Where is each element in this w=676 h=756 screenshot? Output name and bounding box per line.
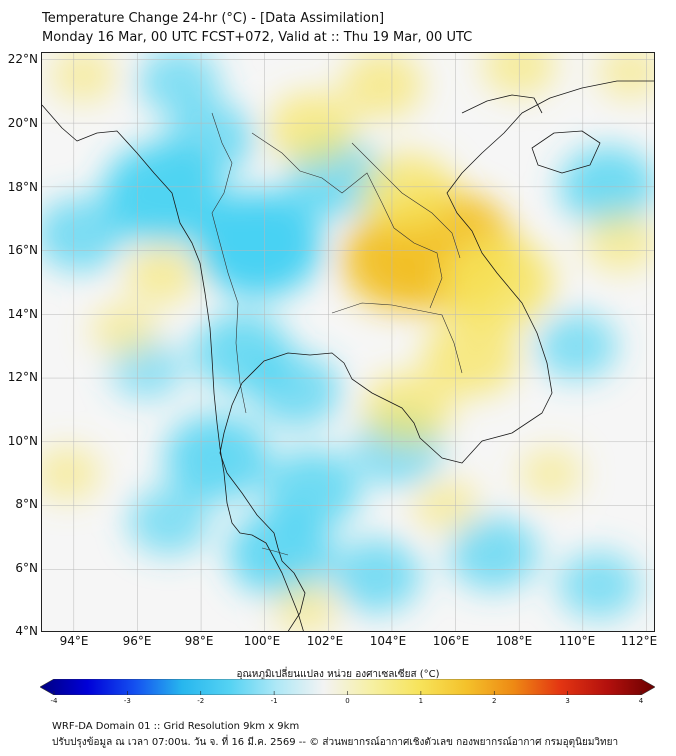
lon-label: 96°E — [122, 634, 152, 648]
lat-label: 22°N — [7, 52, 38, 66]
warming-area — [272, 579, 340, 631]
map-title: Temperature Change 24-hr (°C) - [Data As… — [42, 11, 385, 26]
colorbar-tick-label: -1 — [270, 697, 278, 705]
colorbar-tick-label: 4 — [638, 697, 644, 705]
colorbar-tick-label: 1 — [418, 697, 424, 705]
temperature-field — [42, 53, 654, 631]
lon-label: 94°E — [59, 634, 89, 648]
borders — [211, 112, 463, 556]
lat-label: 18°N — [7, 180, 38, 194]
coastline-mainland — [42, 104, 304, 631]
warming-area — [583, 210, 654, 272]
warming-area — [597, 53, 654, 100]
colorbar-tick-label: 3 — [565, 697, 570, 705]
coastline-gulf-of-thailand — [219, 80, 654, 631]
coastline-hainan — [531, 130, 601, 174]
border-vietnam-laos — [351, 142, 461, 259]
lat-label: 8°N — [15, 497, 38, 511]
warming-area — [42, 446, 101, 502]
coastlines — [42, 80, 654, 631]
map-panel — [41, 52, 655, 632]
colorbar-ramp — [40, 679, 655, 695]
lon-label: 112°E — [620, 634, 658, 648]
colorbar-tick-label: -3 — [123, 697, 131, 705]
colorbar-tick-label: -4 — [50, 697, 58, 705]
warming-area — [125, 242, 201, 304]
colorbar-tick-marks — [53, 691, 642, 695]
lon-label: 100°E — [243, 634, 281, 648]
cooling-area — [194, 191, 323, 298]
warming-area — [341, 210, 462, 311]
cooling-area — [535, 312, 618, 381]
lon-label: 102°E — [306, 634, 344, 648]
border-thailand-malaysia — [261, 547, 289, 556]
lat-label: 10°N — [7, 434, 38, 448]
lat-label: 14°N — [7, 307, 38, 321]
lon-label: 106°E — [432, 634, 470, 648]
border-thailand-laos — [251, 132, 443, 309]
cooling-area — [331, 538, 421, 613]
map-subtitle: Monday 16 Mar, 00 UTC FCST+072, Valid at… — [42, 30, 473, 45]
lat-label: 6°N — [15, 561, 38, 575]
colorbar-tick-label: -2 — [197, 697, 205, 705]
coastline-north-gulf — [461, 94, 543, 114]
colorbar-title: อุณหภูมิเปลี่ยนแปลง หน่วย องศาเซลเซียส (… — [236, 669, 440, 680]
graticule — [42, 53, 654, 631]
colorbar-tick-label: 2 — [492, 697, 497, 705]
cooling-area — [263, 449, 362, 530]
warming-area — [341, 53, 424, 119]
cooling-area — [557, 551, 640, 620]
cooling-area — [164, 414, 270, 502]
border-myanmar-thailand — [211, 112, 247, 414]
border-cambodia — [331, 302, 463, 374]
lat-label: 12°N — [7, 370, 38, 384]
cooling-area — [137, 53, 220, 116]
warming-area — [422, 315, 521, 397]
warming-area — [519, 447, 583, 500]
footer-update-info: ปรับปรุงข้อมูล ณ เวลา 07:00น. วัน จ. ที่… — [52, 737, 619, 748]
cooling-area — [42, 197, 125, 272]
lon-label: 108°E — [495, 634, 533, 648]
warming-area — [363, 372, 453, 448]
cooling-area — [165, 101, 256, 177]
warming-area — [49, 53, 117, 103]
cooling-area — [128, 487, 211, 556]
colorbar-tick-label: 0 — [345, 697, 350, 705]
colorbar — [40, 679, 655, 695]
warming-area — [440, 235, 554, 330]
lat-label: 20°N — [7, 116, 38, 130]
warming-area — [91, 302, 159, 358]
cooling-area — [228, 509, 334, 597]
cooling-area — [448, 516, 539, 591]
warming-area — [267, 92, 358, 167]
lon-label: 110°E — [558, 634, 596, 648]
lon-label: 104°E — [369, 634, 407, 648]
lat-label: 16°N — [7, 243, 38, 257]
cooling-area — [251, 353, 342, 429]
lat-label: 4°N — [15, 624, 38, 638]
footer-model-info: WRF-DA Domain 01 :: Grid Resolution 9km … — [52, 721, 300, 732]
lon-label: 98°E — [184, 634, 214, 648]
